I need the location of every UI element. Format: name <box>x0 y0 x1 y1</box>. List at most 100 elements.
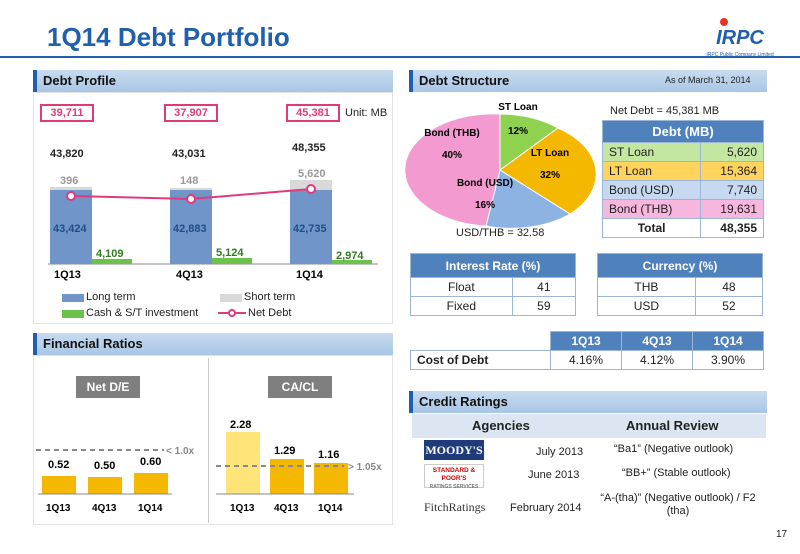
table-row: Bond (THB) 19,631 <box>601 199 764 219</box>
pie-pct-st: 12% <box>508 126 528 137</box>
legend-net-icon <box>218 309 246 317</box>
fitch-rating: “A-(tha)” (Negative outlook) / F2 (tha) <box>600 492 756 517</box>
pie-lt-loan <box>499 127 597 215</box>
bar-cash-1q13 <box>92 259 132 264</box>
annual-review-header: Annual Review <box>626 418 719 433</box>
debt-table-title: Debt (MB) <box>602 120 764 143</box>
sp-logo-name: STANDARD & POOR'S <box>432 467 476 482</box>
moodys-logo: MOODY'S <box>424 440 484 460</box>
ratios-divider <box>208 358 209 523</box>
bar-long-1q14 <box>290 190 332 264</box>
bar-cash-4q13 <box>212 258 252 264</box>
logo-text: IRPC <box>716 27 764 49</box>
currency-table: Currency (%) THB 48 USD 52 <box>597 253 764 316</box>
pie-pct-lt: 32% <box>540 170 560 181</box>
net-de-cat-1q13: 1Q13 <box>46 503 71 514</box>
title-divider <box>0 56 800 58</box>
table-row: LT Loan 15,364 <box>601 161 764 181</box>
table-row: Cost of Debt 4.16% 4.12% 3.90% <box>410 350 764 370</box>
net-debt-point-1q14 <box>306 184 316 194</box>
moodys-date: July 2013 <box>536 446 584 458</box>
table-row: Bond (USD) 7,740 <box>601 180 764 200</box>
net-de-cat-1q14: 1Q14 <box>138 503 163 514</box>
legend-cash-swatch <box>62 310 84 318</box>
cat-1q14: 1Q14 <box>296 269 324 281</box>
as-of-date: As of March 31, 2014 <box>665 75 751 85</box>
net-de-threshold: < 1.0x <box>166 446 195 457</box>
bar-long-1q13 <box>50 190 92 264</box>
net-de-val-1q13: 0.52 <box>48 459 69 471</box>
pie-pct-usd: 16% <box>475 200 495 211</box>
cacl-cat-4q13: 4Q13 <box>274 503 299 514</box>
net-debt-box-1q14: 45,381 <box>286 104 340 122</box>
irpc-logo: IRPC IRPC Public Company Limited <box>706 18 774 58</box>
interest-title: Interest Rate (%) <box>410 253 576 278</box>
pie-label-thb: Bond (THB) <box>424 128 480 139</box>
cash-label-1q13: 4,109 <box>96 248 124 260</box>
pie-pct-thb: 40% <box>442 150 462 161</box>
pie-st-loan <box>499 113 559 171</box>
table-row: Float 41 <box>410 277 577 297</box>
net-debt-label: Net Debt = 45,381 MB <box>610 105 720 117</box>
cat-1q13: 1Q13 <box>54 269 81 281</box>
pie-label-usd: Bond (USD) <box>457 178 513 189</box>
legend-short-label: Short term <box>244 291 296 303</box>
total-1q13: 43,820 <box>50 148 84 160</box>
legend-short-swatch <box>220 294 242 302</box>
cash-label-4q13: 5,124 <box>216 247 244 259</box>
table-row: USD 52 <box>597 296 764 316</box>
sp-date: June 2013 <box>528 469 580 481</box>
net-debt-point-1q13 <box>66 191 76 201</box>
unit-label: Unit: MB <box>345 107 388 119</box>
table-row: Fixed 59 <box>410 296 577 316</box>
short-label-4q13: 148 <box>180 175 198 187</box>
bar-short-1q13 <box>50 187 92 190</box>
debt-profile-chart: 396 148 5,620 43,424 42,883 42,735 4,109… <box>48 168 378 281</box>
net-debt-box-4q13: 37,907 <box>164 104 218 122</box>
interest-rate-table: Interest Rate (%) Float 41 Fixed 59 <box>410 253 577 316</box>
cacl-bar-1q13 <box>226 432 260 494</box>
pie-bond-thb <box>404 113 501 227</box>
debt-profile-legend: Long term Short term Cash & S/T investme… <box>62 291 392 321</box>
net-de-chart: < 1.0x 0.52 0.50 0.60 1Q13 4Q13 1Q14 <box>36 446 195 514</box>
debt-structure-title: Debt Structure <box>419 73 510 88</box>
legend-cash-label: Cash & S/T investment <box>86 307 199 319</box>
cat-4q13: 4Q13 <box>176 269 203 281</box>
cacl-chart: > 1.05x 2.28 1.29 1.16 1Q13 4Q13 1Q14 <box>216 419 382 514</box>
page-title: 1Q14 Debt Portfolio <box>47 22 290 52</box>
currency-title: Currency (%) <box>597 253 763 278</box>
total-4q13: 43,031 <box>172 148 206 160</box>
cacl-val-1q13: 2.28 <box>230 419 251 431</box>
pie-label-lt: LT Loan <box>531 148 569 159</box>
net-debt-point-4q13 <box>186 194 196 204</box>
cacl-val-1q14: 1.16 <box>318 449 339 461</box>
fitch-logo: FitchRatings <box>424 500 486 514</box>
table-row: Total 48,355 <box>601 218 764 238</box>
legend-long-swatch <box>62 294 84 302</box>
net-de-val-4q13: 0.50 <box>94 460 115 472</box>
cacl-val-4q13: 1.29 <box>274 445 295 457</box>
table-row: THB 48 <box>597 277 764 297</box>
pie-label-st: ST Loan <box>498 102 537 113</box>
bar-cash-1q14 <box>332 260 372 264</box>
debt-mb-table: Debt (MB) ST Loan 5,620 LT Loan 15,364 Bon… <box>601 120 764 238</box>
moodys-rating: “Ba1” (Negative outlook) <box>614 443 734 455</box>
net-de-bar-4q13 <box>88 477 122 494</box>
table-row: ST Loan 5,620 <box>601 142 764 162</box>
cash-label-1q14: 2,974 <box>336 250 364 262</box>
credit-header-row: Agencies Annual Review <box>412 414 766 438</box>
page-number: 17 <box>776 529 788 540</box>
net-de-title: Net D/E <box>76 376 140 398</box>
cacl-cat-1q13: 1Q13 <box>230 503 255 514</box>
net-de-cat-4q13: 4Q13 <box>92 503 117 514</box>
fitch-date: February 2014 <box>510 502 582 514</box>
long-label-4q13: 42,883 <box>173 223 207 235</box>
sp-logo-sub: RATINGS SERVICES <box>429 484 479 490</box>
total-1q14: 48,355 <box>292 142 326 154</box>
cacl-bar-1q14 <box>314 463 348 494</box>
net-de-bar-1q14 <box>134 473 168 494</box>
short-label-1q13: 396 <box>60 175 78 187</box>
bar-short-4q13 <box>170 188 212 190</box>
sp-logo: STANDARD & POOR'S RATINGS SERVICES <box>424 464 484 490</box>
cost-of-debt-table: 1Q13 4Q13 1Q14 Cost of Debt 4.16% 4.12% 3.90% <box>410 331 764 370</box>
